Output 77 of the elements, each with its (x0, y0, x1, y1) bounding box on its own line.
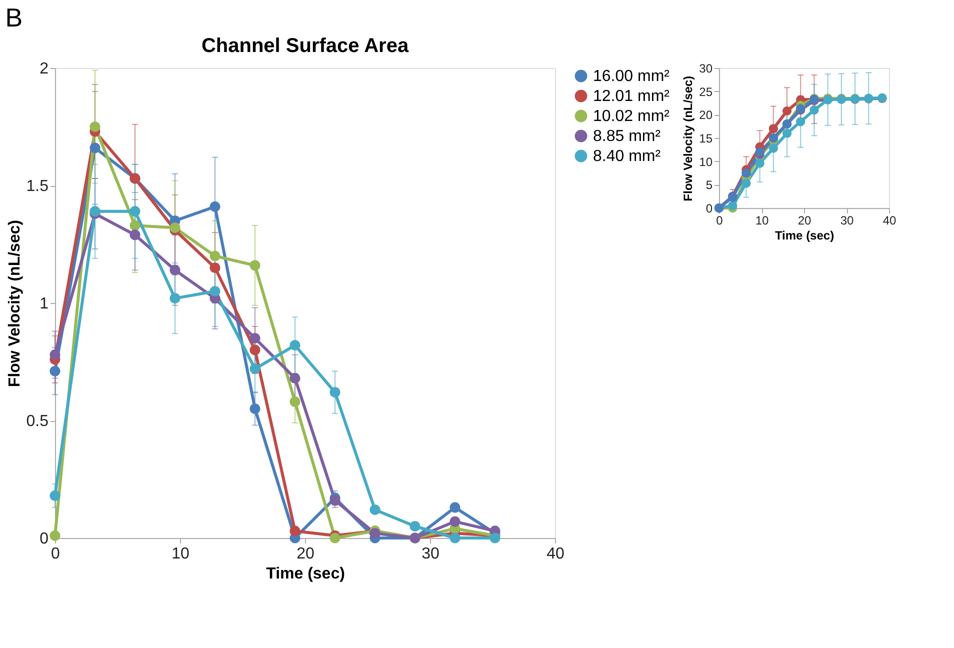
point (450, 516, 460, 527)
text: B (5, 2, 23, 32)
point (768, 144, 778, 153)
point (742, 178, 751, 188)
x-tick-label: 0 (51, 546, 60, 562)
point (755, 158, 764, 168)
y-tick-label: 0.5 (26, 413, 49, 430)
y-tick-label: 30 (699, 62, 713, 76)
point (450, 502, 460, 513)
point (728, 201, 738, 210)
point (810, 105, 819, 115)
point (90, 142, 100, 154)
point (490, 532, 500, 544)
point (210, 262, 220, 274)
point (782, 128, 792, 138)
y-axis-title: Flow Velocity (nL/sec) (6, 220, 24, 388)
point (130, 220, 140, 231)
y-tick-label: 25 (699, 84, 713, 99)
point (410, 520, 420, 532)
point (370, 528, 380, 539)
x-tick-label: 30 (840, 214, 854, 228)
x-tick-label: 40 (882, 214, 896, 228)
point (768, 124, 778, 134)
point (210, 286, 220, 297)
y-tick-label: 2 (40, 60, 49, 78)
point (210, 201, 220, 212)
legend-label: 16.00 mm² (593, 68, 670, 85)
point (250, 332, 260, 344)
point (250, 364, 260, 374)
point (782, 106, 792, 116)
y-tick-label: 1 (40, 296, 49, 312)
y-tick-label: 0 (40, 530, 49, 548)
point (170, 293, 180, 304)
x-tick-label: 20 (798, 214, 812, 228)
legend-label: 8.40 mm² (593, 148, 662, 165)
x-tick-label: 30 (422, 546, 440, 562)
point (290, 396, 300, 407)
point (330, 495, 340, 506)
y-tick-label: 10 (699, 154, 713, 169)
point (796, 117, 806, 126)
point (250, 260, 260, 271)
point (330, 387, 340, 398)
point (755, 147, 764, 157)
x-tick-label: 10 (172, 546, 190, 562)
y-axis-title: Flow Velocity (nL/sec) (681, 76, 696, 202)
point (290, 526, 300, 536)
point (50, 366, 60, 376)
point (170, 264, 180, 276)
point (250, 403, 260, 414)
legend-label: 10.02 mm² (593, 108, 670, 125)
y-tick-label: 15 (699, 132, 713, 146)
legend-label: 12.01 mm² (593, 88, 670, 105)
point (90, 121, 100, 132)
point (50, 530, 60, 541)
x-tick-label: 10 (755, 214, 769, 228)
point (130, 206, 140, 217)
x-tick-label: 0 (716, 214, 724, 228)
point (450, 532, 460, 544)
x-tick-label: 40 (546, 546, 564, 562)
point (330, 532, 340, 544)
legend-label: 8.85 mm² (593, 128, 662, 145)
x-axis-title: Time (sec) (774, 228, 834, 242)
y-tick-label: 5 (706, 178, 713, 192)
y-tick-label: 1.5 (26, 178, 49, 195)
point (50, 490, 60, 501)
y-tick-label: 20 (699, 108, 713, 122)
point (50, 349, 60, 360)
y-tick-label: 0 (706, 202, 713, 216)
point (290, 340, 300, 351)
point (290, 372, 300, 384)
chart-title: Channel Surface Area (201, 35, 410, 57)
point (370, 504, 380, 516)
point (250, 344, 260, 356)
x-axis-title: Time (sec) (266, 566, 345, 582)
x-tick-label: 20 (296, 546, 314, 562)
point (130, 230, 140, 240)
point (210, 250, 220, 262)
